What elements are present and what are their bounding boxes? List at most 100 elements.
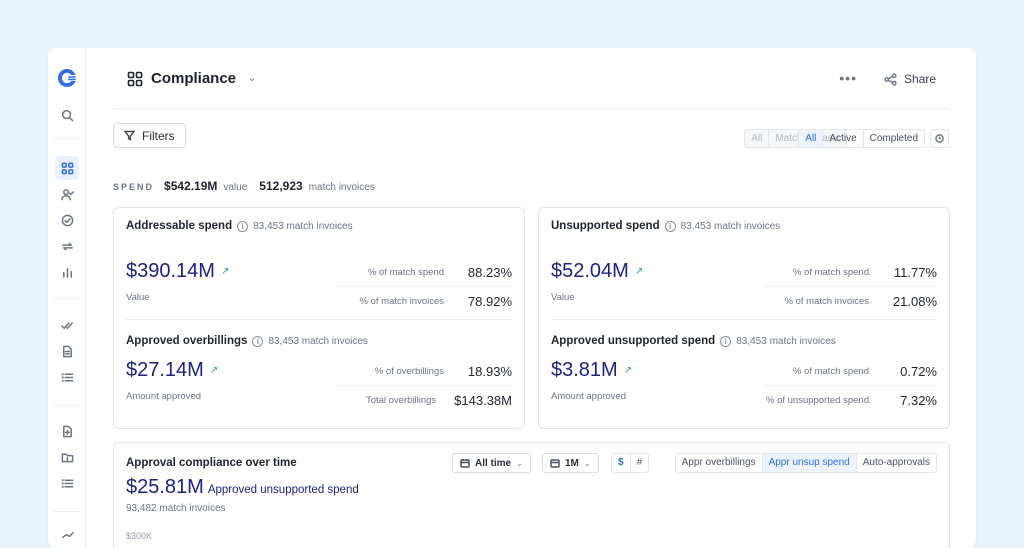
- summary-label: SPEND: [113, 182, 155, 192]
- stat-label: % of match spend: [792, 365, 869, 377]
- bar-chart-icon[interactable]: [55, 260, 79, 284]
- tab-auto-approvals[interactable]: Auto-approvals: [862, 457, 930, 468]
- metric-value: $3.81M ↗: [551, 359, 632, 382]
- trend-up-icon: ↗: [623, 365, 633, 376]
- chevron-down-icon: ⌄: [583, 458, 591, 468]
- file-plus-icon[interactable]: [55, 419, 79, 443]
- share-label: Share: [903, 72, 936, 86]
- metric-value: $390.14M ↗: [126, 260, 229, 283]
- sidebar-divider: [54, 511, 80, 512]
- trend-up-icon: ↗: [220, 266, 230, 277]
- stat-value: 21.08%: [892, 294, 937, 309]
- segment-completed[interactable]: Completed: [869, 133, 918, 144]
- dashboard-icon: [127, 71, 143, 86]
- spend-summary: SPEND $542.19M value 512,923 match invoi…: [113, 179, 381, 193]
- logo-icon[interactable]: [55, 66, 79, 90]
- trend-up-icon: ↗: [209, 365, 219, 376]
- unit-toggle: $ #: [611, 453, 650, 473]
- stat-row: % of match spend 88.23%: [340, 258, 512, 287]
- list-icon[interactable]: [55, 471, 79, 495]
- tab-appr-overbillings[interactable]: Appr overbillings: [676, 454, 763, 472]
- stat-label: Total overbillings: [365, 395, 437, 406]
- segment-active[interactable]: Active: [823, 130, 864, 147]
- metric-caption: Amount approved: [551, 391, 626, 402]
- time-range-value: All time: [475, 457, 512, 469]
- metric-value: $52.04M ↗: [551, 260, 643, 283]
- segment-all-status[interactable]: All: [799, 130, 824, 147]
- app-window: Compliance ⌄ ••• Share Filters All Match…: [48, 48, 976, 548]
- sidebar: [48, 48, 86, 548]
- chart-value-desc: Approved unsupported spend: [207, 484, 359, 496]
- arrow-icon[interactable]: [55, 523, 79, 547]
- filter-icon: [124, 130, 135, 141]
- search-icon[interactable]: [55, 103, 79, 127]
- metric-subtitle: 83,453 match invoices: [736, 335, 836, 347]
- info-icon[interactable]: i: [237, 220, 249, 232]
- metric-value: $27.14M ↗: [126, 359, 218, 382]
- status-segment: All Active Completed: [798, 129, 925, 148]
- info-icon[interactable]: i: [720, 335, 732, 347]
- tab-appr-unsup-spend[interactable]: Appr unsup spend: [762, 454, 857, 472]
- metric-value-text: $52.04M: [551, 260, 629, 282]
- metric-stats: % of overbillings 18.93% Total overbillin…: [340, 357, 512, 415]
- left-metric-card: Addressable spend i 83,453 match invoice…: [113, 207, 525, 429]
- history-button[interactable]: [930, 129, 949, 148]
- stat-row: % of match spend 11.77%: [765, 258, 937, 287]
- approval-compliance-chart-card: Approval compliance over time $25.81M Ap…: [113, 442, 950, 548]
- chart-title: Approval compliance over time: [126, 457, 297, 469]
- share-icon: [884, 72, 897, 86]
- segment-basic[interactable]: Basic: [815, 133, 840, 144]
- stat-label: % of unsupported spend: [766, 395, 869, 406]
- document-icon[interactable]: [55, 339, 79, 363]
- stat-label: % of overbillings: [374, 365, 444, 377]
- metric-value-text: $390.14M: [126, 260, 215, 282]
- stat-value: $143.38M: [454, 393, 512, 408]
- metric-stats: % of match spend 0.72% % of unsupported s…: [765, 357, 937, 415]
- stat-row: % of unsupported spend 7.32%: [765, 386, 937, 415]
- dashboard-icon[interactable]: [55, 156, 79, 180]
- folder-icon[interactable]: [55, 445, 79, 469]
- double-check-icon[interactable]: [55, 313, 79, 337]
- repeat-icon[interactable]: [55, 234, 79, 258]
- clock-icon: [935, 134, 944, 143]
- interval-dropdown[interactable]: 1M ⌄: [542, 453, 599, 473]
- card-divider: [551, 319, 937, 320]
- addressable-spend-metric: Addressable spend i 83,453 match invoice…: [126, 220, 512, 320]
- stat-value: 0.72%: [900, 363, 937, 379]
- stat-value: 11.77%: [893, 264, 937, 280]
- metric-subtitle: 83,453 match invoices: [680, 220, 781, 232]
- info-icon[interactable]: i: [252, 335, 264, 347]
- more-options-button[interactable]: •••: [839, 70, 857, 86]
- metric-subtitle: 83,453 match invoices: [268, 335, 368, 347]
- filters-button[interactable]: Filters: [113, 123, 186, 148]
- chart-headline: $25.81M Approved unsupported spend: [126, 476, 359, 499]
- card-divider: [126, 319, 512, 320]
- interval-value: 1M: [565, 457, 579, 469]
- right-metric-card: Unsupported spend i 83,453 match invoice…: [538, 207, 950, 429]
- approved-overbillings-metric: Approved overbillings i 83,453 match inv…: [126, 335, 512, 425]
- unit-dollar[interactable]: $: [612, 454, 631, 472]
- metric-value-text: $27.14M: [126, 359, 204, 381]
- metric-value-text: $3.81M: [551, 359, 618, 381]
- trend-up-icon: ↗: [634, 266, 644, 277]
- sidebar-divider: [54, 298, 80, 299]
- unit-count[interactable]: #: [636, 457, 643, 468]
- time-range-dropdown[interactable]: All time ⌄: [452, 453, 531, 473]
- page-title-dropdown[interactable]: Compliance ⌄: [127, 70, 256, 87]
- stat-value: 88.23%: [467, 264, 512, 280]
- approved-unsupported-metric: Approved unsupported spend i 83,453 matc…: [551, 335, 937, 425]
- chevron-down-icon: ⌄: [248, 73, 257, 84]
- stat-row: % of match spend 0.72%: [765, 357, 937, 386]
- calendar-icon: [550, 459, 560, 468]
- list-icon[interactable]: [55, 365, 79, 389]
- stat-label: % of match invoices: [784, 296, 869, 307]
- stat-value: 18.93%: [467, 363, 512, 379]
- metric-caption: Value: [126, 292, 150, 303]
- check-circle-icon[interactable]: [55, 208, 79, 232]
- stat-value: 78.92%: [467, 294, 512, 309]
- page-title: Compliance: [151, 70, 237, 87]
- info-icon[interactable]: i: [664, 220, 676, 232]
- user-check-icon[interactable]: [55, 182, 79, 206]
- segment-all[interactable]: All: [745, 130, 770, 147]
- share-button[interactable]: Share: [884, 72, 936, 86]
